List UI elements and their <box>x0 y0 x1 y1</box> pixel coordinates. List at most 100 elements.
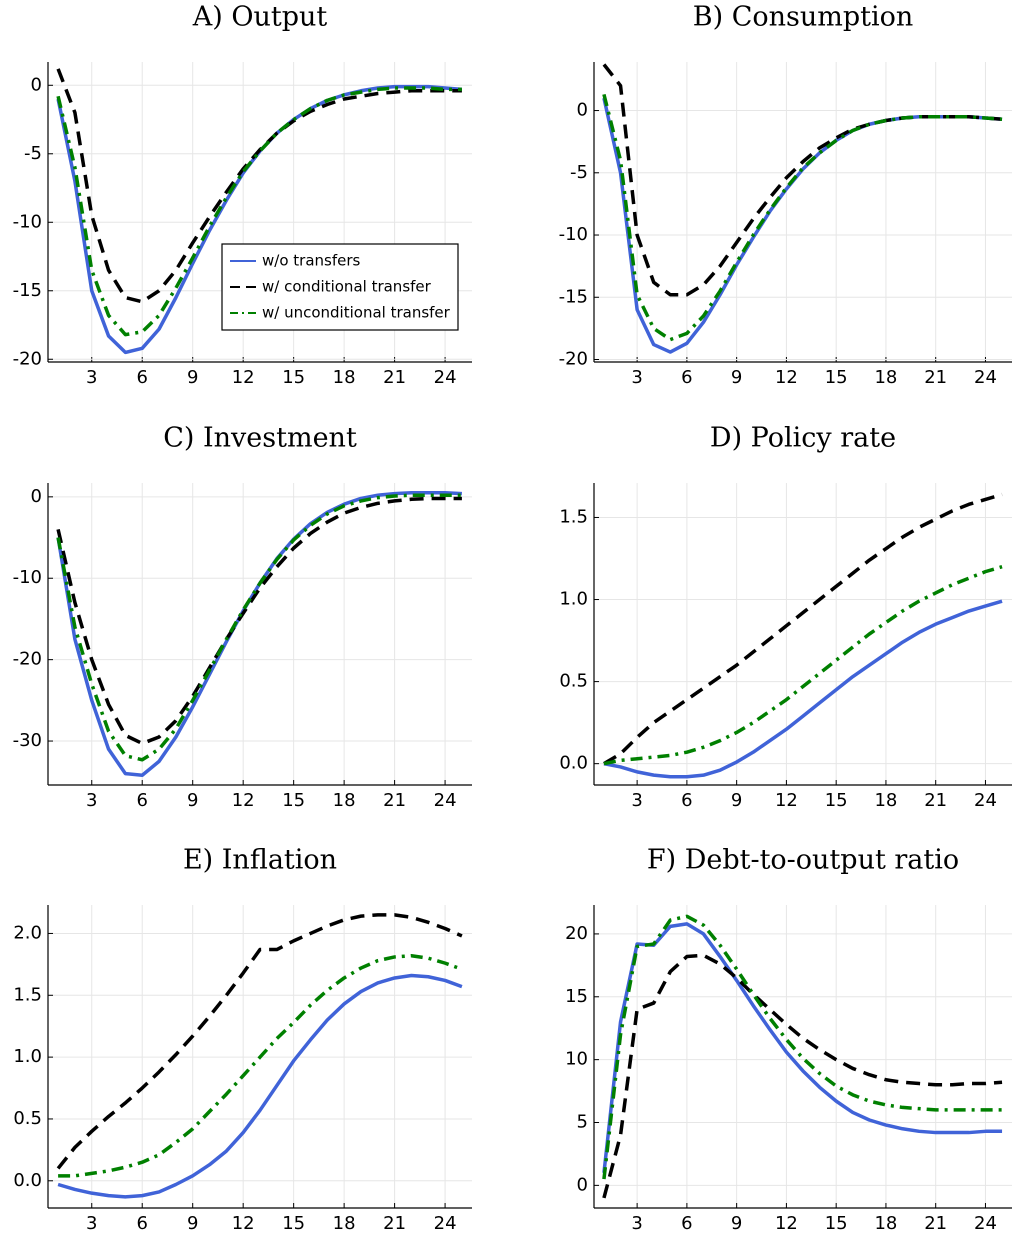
series-line <box>602 97 1003 354</box>
series-line <box>56 913 463 1170</box>
x-tick-label: 18 <box>333 1213 356 1234</box>
x-tick-label: 12 <box>775 790 798 811</box>
series-line <box>603 565 1003 766</box>
chart-title: A) Output <box>192 2 328 33</box>
x-tick-label: 12 <box>775 1213 798 1234</box>
x-tick-label: 6 <box>136 367 147 388</box>
x-tick-label: 9 <box>731 367 742 388</box>
x-tick-label: 3 <box>86 790 97 811</box>
x-tick-label: 21 <box>924 1213 947 1234</box>
x-tick-label: 24 <box>434 790 457 811</box>
x-tick-label: 15 <box>282 367 305 388</box>
y-tick-label: 10 <box>565 1049 588 1070</box>
x-tick-label: 3 <box>631 790 642 811</box>
legend-label: w/o transfers <box>262 252 361 270</box>
y-tick-label: -5 <box>24 143 42 164</box>
chart-title: B) Consumption <box>693 2 914 33</box>
x-tick-label: 15 <box>825 367 848 388</box>
x-tick-label: 15 <box>825 1213 848 1234</box>
y-tick-label: 0 <box>31 486 42 507</box>
x-tick-label: 12 <box>232 790 255 811</box>
y-tick-label: -30 <box>13 730 42 751</box>
x-tick-label: 24 <box>434 367 457 388</box>
y-tick-label: 1.5 <box>559 506 588 527</box>
series-line <box>603 492 1003 766</box>
x-tick-label: 9 <box>731 790 742 811</box>
series-line <box>56 496 462 746</box>
y-tick-label: -10 <box>13 211 42 232</box>
x-tick-label: 18 <box>333 790 356 811</box>
x-tick-label: 9 <box>731 1213 742 1234</box>
y-tick-label: -15 <box>13 280 42 301</box>
y-tick-label: 1.0 <box>13 1046 42 1067</box>
chart-title: D) Policy rate <box>710 423 896 454</box>
y-tick-label: 20 <box>565 923 588 944</box>
x-tick-label: 18 <box>874 1213 897 1234</box>
y-tick-label: 0.0 <box>13 1170 42 1191</box>
y-tick-label: 1.5 <box>13 984 42 1005</box>
series-line <box>57 973 463 1199</box>
y-tick-label: 15 <box>565 986 588 1007</box>
x-tick-label: 6 <box>136 790 147 811</box>
x-tick-label: 18 <box>333 367 356 388</box>
x-tick-label: 3 <box>86 1213 97 1234</box>
x-tick-label: 24 <box>974 1213 997 1234</box>
x-tick-label: 9 <box>187 790 198 811</box>
x-tick-label: 21 <box>924 790 947 811</box>
series-line <box>56 493 462 762</box>
y-tick-label: -20 <box>13 348 42 369</box>
y-tick-label: 2.0 <box>13 922 42 943</box>
x-tick-label: 21 <box>383 367 406 388</box>
y-tick-label: 0 <box>31 74 42 95</box>
chart-title: F) Debt-to-output ratio <box>647 845 959 876</box>
x-tick-label: 3 <box>631 367 642 388</box>
y-tick-label: -20 <box>13 649 42 670</box>
x-tick-label: 24 <box>974 790 997 811</box>
series-line <box>58 953 463 1178</box>
chart-title: C) Investment <box>163 423 357 454</box>
y-tick-label: 0 <box>577 100 588 121</box>
x-tick-label: 21 <box>383 790 406 811</box>
x-tick-label: 24 <box>434 1213 457 1234</box>
x-tick-label: 9 <box>187 367 198 388</box>
y-tick-label: -10 <box>559 224 588 245</box>
series-line <box>56 68 462 304</box>
x-tick-label: 12 <box>232 1213 255 1234</box>
x-tick-label: 21 <box>383 1213 406 1234</box>
x-tick-label: 6 <box>136 1213 147 1234</box>
x-tick-label: 3 <box>86 367 97 388</box>
x-tick-label: 21 <box>924 367 947 388</box>
y-tick-label: 5 <box>577 1112 588 1133</box>
y-tick-label: 0 <box>577 1174 588 1195</box>
x-tick-label: 18 <box>874 367 897 388</box>
y-tick-label: -15 <box>559 286 588 307</box>
y-tick-label: -10 <box>13 567 42 588</box>
legend-box <box>221 243 459 331</box>
x-tick-label: 12 <box>232 367 255 388</box>
x-tick-label: 18 <box>874 790 897 811</box>
series-line <box>603 599 1003 779</box>
chart-title: E) Inflation <box>183 845 337 876</box>
y-tick-label: 0.5 <box>559 671 588 692</box>
x-tick-label: 15 <box>282 790 305 811</box>
x-tick-label: 15 <box>282 1213 305 1234</box>
y-tick-label: 0.5 <box>13 1108 42 1129</box>
legend-label: w/ unconditional transfer <box>262 304 451 322</box>
series-line <box>602 914 1003 1180</box>
x-tick-label: 12 <box>775 367 798 388</box>
y-tick-label: -5 <box>570 162 588 183</box>
legend-label: w/ conditional transfer <box>262 278 432 296</box>
x-tick-label: 6 <box>681 1213 692 1234</box>
x-tick-label: 24 <box>974 367 997 388</box>
y-tick-label: 0.0 <box>559 753 588 774</box>
x-tick-label: 9 <box>187 1213 198 1234</box>
series-line <box>602 63 1003 297</box>
x-tick-label: 15 <box>825 790 848 811</box>
series-line <box>602 953 1003 1199</box>
series-line <box>56 491 462 777</box>
x-tick-label: 6 <box>681 790 692 811</box>
y-tick-label: 1.0 <box>559 589 588 610</box>
series-line <box>602 93 1003 342</box>
x-tick-label: 3 <box>631 1213 642 1234</box>
